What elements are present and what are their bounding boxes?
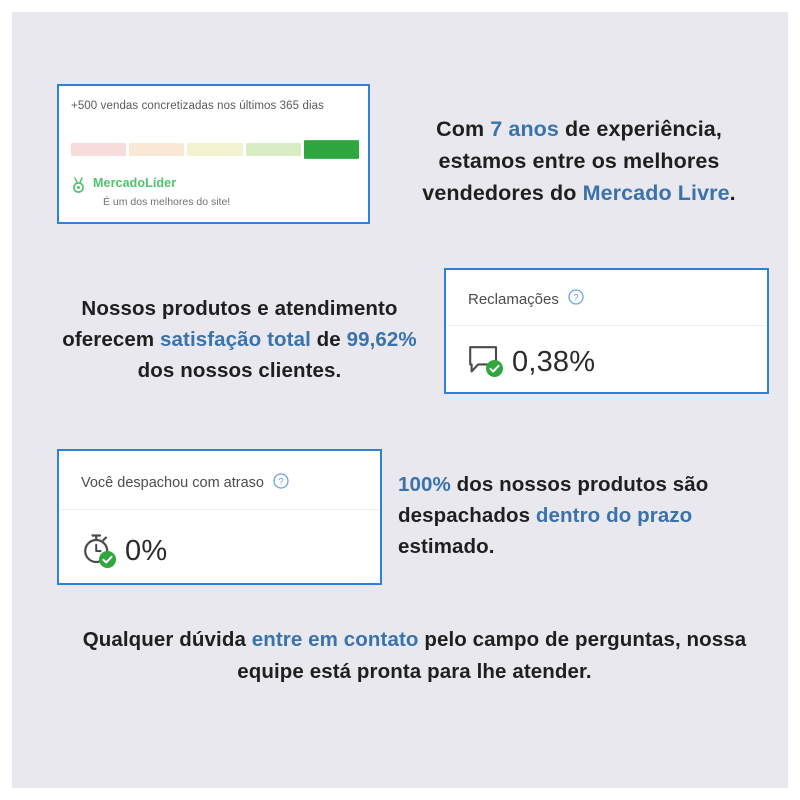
experience-highlight-years: 7 anos xyxy=(490,117,559,141)
green-check-badge xyxy=(486,360,503,382)
experience-part1: Com xyxy=(436,117,491,141)
satisfaction-part2: de xyxy=(310,328,347,351)
claims-divider xyxy=(447,325,766,326)
reputation-segment-red xyxy=(71,143,127,156)
help-circle-icon[interactable]: ? xyxy=(568,289,584,309)
claims-value-row: 0,38% xyxy=(468,345,595,379)
green-check-badge xyxy=(99,551,116,573)
satisfaction-highlight-percent: 99,62% xyxy=(346,328,417,351)
experience-highlight-marketplace: Mercado Livre xyxy=(582,181,730,205)
reputation-segment-green-active xyxy=(303,140,360,159)
experience-part3: . xyxy=(729,181,736,205)
mercadolider-badge: MercadoLíder É um dos melhores do site! xyxy=(71,176,230,210)
contact-part2: pelo campo de perguntas, nossa equipe es… xyxy=(237,628,747,683)
stopwatch-check-icon xyxy=(81,533,116,570)
mercadolider-title: MercadoLíder xyxy=(93,176,177,190)
satisfaction-text: Nossos produtos e atendimento oferecem s… xyxy=(42,293,437,386)
experience-part2: de experiência, estamos entre os melhore… xyxy=(422,117,722,205)
svg-text:?: ? xyxy=(278,477,283,488)
reputation-headline: +500 vendas concretizadas nos últimos 36… xyxy=(71,100,324,112)
late-shipping-metric-card: Você despachou com atraso ? xyxy=(57,449,382,585)
shipping-highlight-percent: 100% xyxy=(398,473,451,496)
satisfaction-part3: dos nossos clientes. xyxy=(137,359,342,382)
contact-text: Qualquer dúvida entre em contato pelo ca… xyxy=(72,624,757,688)
speech-bubble-check-icon xyxy=(468,345,503,379)
claims-title: Reclamações xyxy=(468,290,559,308)
help-circle-icon[interactable]: ? xyxy=(273,473,289,493)
reputation-progress-bar xyxy=(71,140,360,159)
shipping-part2: estimado. xyxy=(398,535,495,558)
shipping-part1: dos nossos produtos são despachados xyxy=(398,473,709,527)
delay-divider xyxy=(60,509,379,510)
mercadolider-subtitle: É um dos melhores do site! xyxy=(103,196,231,208)
medal-icon xyxy=(71,177,86,199)
contact-part1: Qualquer dúvida xyxy=(82,628,252,651)
delay-value: 0% xyxy=(125,535,168,567)
claims-card-header: Reclamações ? xyxy=(468,289,584,309)
reputation-segment-yellow xyxy=(187,143,243,156)
shipping-highlight-ontime: dentro do prazo xyxy=(535,504,693,527)
svg-text:?: ? xyxy=(573,293,578,304)
delay-card-header: Você despachou com atraso ? xyxy=(81,473,289,493)
delay-value-row: 0% xyxy=(81,533,167,570)
seller-reputation-card: +500 vendas concretizadas nos últimos 36… xyxy=(57,84,370,224)
shipping-text: 100% dos nossos produtos são despachados… xyxy=(398,469,768,562)
satisfaction-part1: Nossos produtos e atendimento oferecem xyxy=(62,297,398,351)
experience-text: Com 7 anos de experiência, estamos entre… xyxy=(394,113,764,209)
reputation-segment-light-green xyxy=(245,143,301,156)
reputation-segment-orange xyxy=(129,143,185,156)
claims-metric-card: Reclamações ? 0,3 xyxy=(444,268,769,394)
contact-highlight-cta[interactable]: entre em contato xyxy=(251,628,419,651)
satisfaction-highlight-total: satisfação total xyxy=(160,328,311,351)
claims-value: 0,38% xyxy=(512,345,596,378)
delay-title: Você despachou com atraso xyxy=(81,475,264,491)
